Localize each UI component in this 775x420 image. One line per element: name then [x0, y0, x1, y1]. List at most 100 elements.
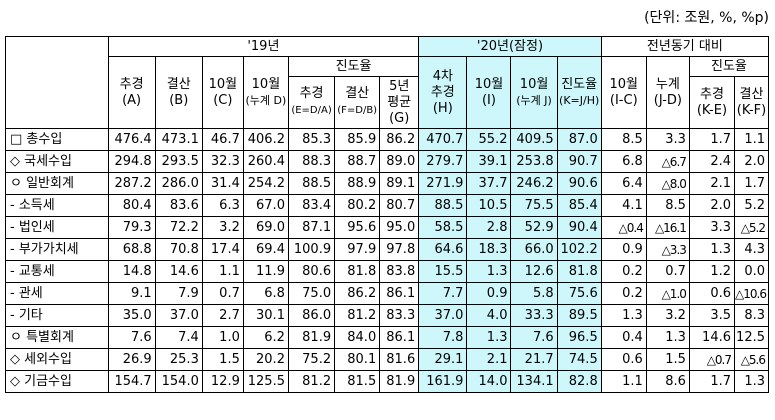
table-cell: △5.6: [734, 348, 769, 371]
unit-note-bar: (단위: 조원, %, %p): [0, 0, 775, 36]
table-cell: 90.6: [556, 172, 602, 195]
table-cell: 86.1: [379, 326, 420, 349]
table-cell: 0.6: [688, 282, 736, 305]
table-cell: 97.9: [334, 238, 381, 261]
table-cell: 83.8: [379, 260, 420, 283]
table-cell: 87.1: [287, 216, 336, 239]
col-b: 결산 (B): [154, 56, 203, 129]
table-cell: 409.5: [510, 128, 558, 151]
table-cell: 89.1: [379, 172, 420, 195]
table-cell: 1.7: [734, 172, 769, 195]
col-d: 10월 (누계 D): [242, 56, 289, 129]
table-cell: 14.6: [154, 260, 203, 283]
table-cell: 85.3: [287, 128, 336, 151]
table-cell: △3.3: [645, 238, 690, 261]
col-ic: 10월 (I-C): [600, 56, 647, 129]
table-cell: 86.2: [334, 282, 381, 305]
table-cell: 260.4: [242, 150, 289, 173]
col-f: 결산 (F=D/B): [334, 76, 381, 129]
table-cell: 95.0: [379, 216, 420, 239]
col-i: 10월 (I): [466, 56, 512, 129]
table-cell: 0.0: [734, 260, 769, 283]
table-cell: 7.6: [107, 326, 156, 349]
table-cell: 70.8: [154, 238, 203, 261]
table-cell: 80.7: [379, 194, 420, 217]
table-cell: 82.8: [556, 370, 602, 393]
table-row: - 교통세 14.8 14.6 1.1 11.9 80.6 81.8 83.8 15.5 1.3 1…: [5, 260, 769, 283]
table-cell: 12.9: [201, 370, 244, 393]
table-cell: 67.0: [242, 194, 289, 217]
table-cell: △8.0: [645, 172, 690, 195]
table-cell: 473.1: [154, 128, 203, 151]
table-cell: △5.2: [734, 216, 769, 239]
table-cell: 3.2: [645, 304, 690, 327]
table-cell: 1.7: [688, 370, 736, 393]
table-cell: 0.4: [600, 326, 647, 349]
table-cell: 12.6: [510, 260, 558, 283]
table-cell: 87.0: [556, 128, 602, 151]
table-cell: 1.3: [466, 260, 512, 283]
table-cell: 83.4: [287, 194, 336, 217]
table-cell: 254.2: [242, 172, 289, 195]
fiscal-revenue-table: '19년 '20년(잠정) 전년동기 대비 추경 (A) 결산 (B) 10월 (C)…: [5, 36, 770, 393]
table-row: ◇ 세외수입 26.9 25.3 1.5 20.2 75.2 80.1 81.6 29.1 2.1…: [5, 348, 769, 371]
table-cell: 7.7: [418, 282, 468, 305]
table-row: ㅇ 일반회계 287.2 286.0 31.4 254.2 88.5 88.9 89.1 271…: [5, 172, 769, 195]
col-c: 10월 (C): [201, 56, 244, 129]
table-cell: 1.7: [688, 128, 736, 151]
table-row: - 관세 9.1 7.9 0.7 6.8 75.0 86.2 86.1 7.7 0.9 5.8 75.…: [5, 282, 769, 305]
table-cell: 88.9: [334, 172, 381, 195]
table-cell: 253.8: [510, 150, 558, 173]
table-cell: 86.2: [379, 128, 420, 151]
table-cell: 0.9: [600, 238, 647, 261]
table-cell: 154.7: [107, 370, 156, 393]
header-progress-2019: 진도율: [287, 56, 420, 77]
table-cell: 1.1: [201, 260, 244, 283]
table-cell: 17.4: [201, 238, 244, 261]
table-cell: 75.2: [287, 348, 336, 371]
table-cell: 125.5: [242, 370, 289, 393]
table-cell: 294.8: [107, 150, 156, 173]
table-cell: 6.8: [242, 282, 289, 305]
table-row: - 부가가치세 68.8 70.8 17.4 69.4 100.9 97.9 97.8 64.6…: [5, 238, 769, 261]
row-label: ◇ 세외수입: [5, 348, 109, 371]
row-label: ◇ 국세수입: [5, 150, 109, 173]
unit-note: (단위: 조원, %, %p): [644, 10, 769, 26]
table-cell: 37.0: [418, 304, 468, 327]
table-cell: 0.2: [600, 260, 647, 283]
table-cell: 0.2: [600, 282, 647, 305]
table-cell: 81.8: [556, 260, 602, 283]
table-cell: 80.4: [107, 194, 156, 217]
table-cell: 3.3: [645, 128, 690, 151]
table-cell: 15.5: [418, 260, 468, 283]
header-2020: '20년(잠정): [418, 36, 602, 57]
table-cell: △16.1: [645, 216, 690, 239]
table-cell: 39.1: [466, 150, 512, 173]
table-cell: 1.2: [688, 260, 736, 283]
table-cell: 69.4: [242, 238, 289, 261]
col-a: 추경 (A): [107, 56, 156, 129]
row-label: - 소득세: [5, 194, 109, 217]
table-cell: 29.1: [418, 348, 468, 371]
table-cell: 0.7: [645, 260, 690, 283]
table-cell: 1.3: [688, 238, 736, 261]
table-cell: 30.1: [242, 304, 289, 327]
table-cell: △1.0: [645, 282, 690, 305]
table-cell: 7.8: [418, 326, 468, 349]
table-cell: △0.7: [688, 348, 736, 371]
table-cell: 1.3: [734, 370, 769, 393]
table-cell: 69.0: [242, 216, 289, 239]
row-label: - 기타: [5, 304, 109, 327]
table-cell: △6.7: [645, 150, 690, 173]
table-cell: 33.3: [510, 304, 558, 327]
table-cell: 246.2: [510, 172, 558, 195]
col-e: 추경 (E=D/A): [287, 76, 336, 129]
table-cell: 1.3: [645, 326, 690, 349]
table-cell: 52.9: [510, 216, 558, 239]
table-cell: 6.2: [242, 326, 289, 349]
table-cell: 9.1: [107, 282, 156, 305]
table-cell: 89.5: [556, 304, 602, 327]
table-cell: 88.7: [334, 150, 381, 173]
table-cell: 476.4: [107, 128, 156, 151]
row-label: ◇ 기금수입: [5, 370, 109, 393]
